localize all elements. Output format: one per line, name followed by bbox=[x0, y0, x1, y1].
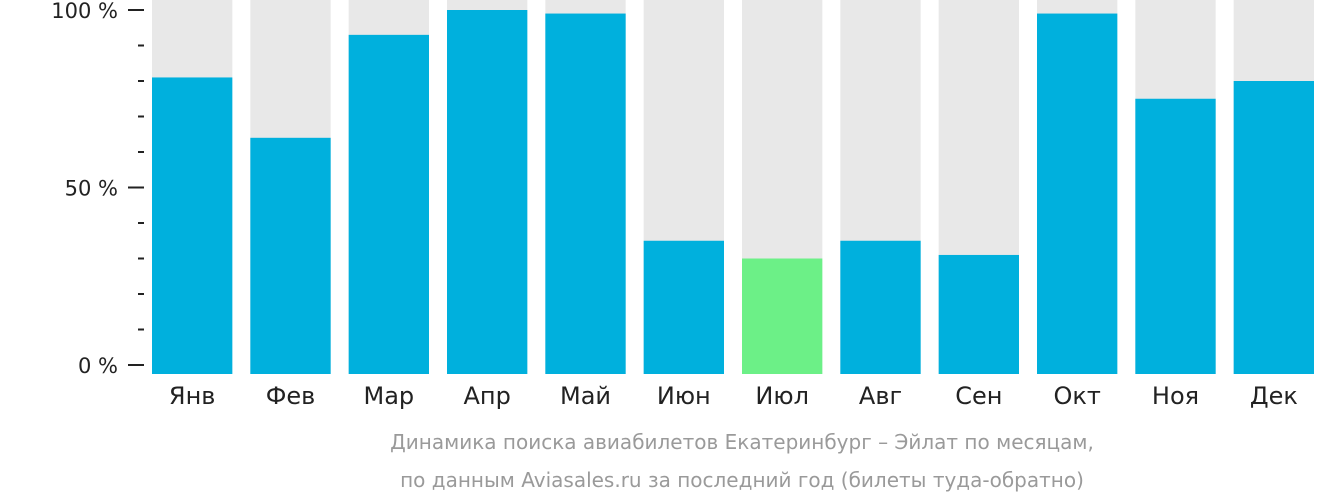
x-tick-label: Сен bbox=[955, 382, 1002, 410]
x-tick-label: Янв bbox=[169, 382, 216, 410]
x-tick-label: Май bbox=[560, 382, 611, 410]
bar bbox=[152, 77, 233, 374]
y-axis: 0 % 50 % 100 % bbox=[51, 0, 144, 378]
x-tick-label: Дек bbox=[1250, 382, 1298, 410]
x-axis-labels: Янв Фев Мар Апр Май Июн Июл Авг Сен Окт Ноя Дек bbox=[169, 382, 1298, 410]
x-tick-label: Апр bbox=[463, 382, 510, 410]
bar bbox=[1135, 98, 1216, 374]
x-tick-label: Июн bbox=[657, 382, 711, 410]
bar bbox=[1037, 13, 1118, 375]
bar bbox=[742, 258, 823, 374]
x-tick-label: Мар bbox=[364, 382, 415, 410]
y-tick-label: 100 % bbox=[51, 0, 118, 23]
bar-chart: 0 % 50 % 100 % Янв Фев Мар Апр Май Июн Июл Авг Сен… bbox=[51, 0, 1314, 410]
bar bbox=[545, 13, 626, 375]
chart-caption-line-1: Динамика поиска авиабилетов Екатеринбург… bbox=[390, 430, 1094, 454]
x-tick-label: Фев bbox=[266, 382, 316, 410]
x-tick-label: Июл bbox=[755, 382, 809, 410]
y-tick-label: 50 % bbox=[65, 177, 118, 201]
bar bbox=[643, 240, 724, 374]
y-tick-label: 0 % bbox=[78, 354, 118, 378]
bar bbox=[348, 34, 429, 374]
bar bbox=[447, 10, 528, 374]
bar bbox=[250, 137, 331, 374]
x-tick-label: Авг bbox=[859, 382, 902, 410]
data-bars bbox=[152, 10, 1314, 375]
x-tick-label: Ноя bbox=[1152, 382, 1199, 410]
bar bbox=[1233, 81, 1314, 374]
bar bbox=[938, 254, 1019, 374]
x-tick-label: Окт bbox=[1053, 382, 1100, 410]
chart-caption-line-2: по данным Aviasales.ru за последний год … bbox=[400, 468, 1084, 492]
bar bbox=[840, 240, 921, 374]
